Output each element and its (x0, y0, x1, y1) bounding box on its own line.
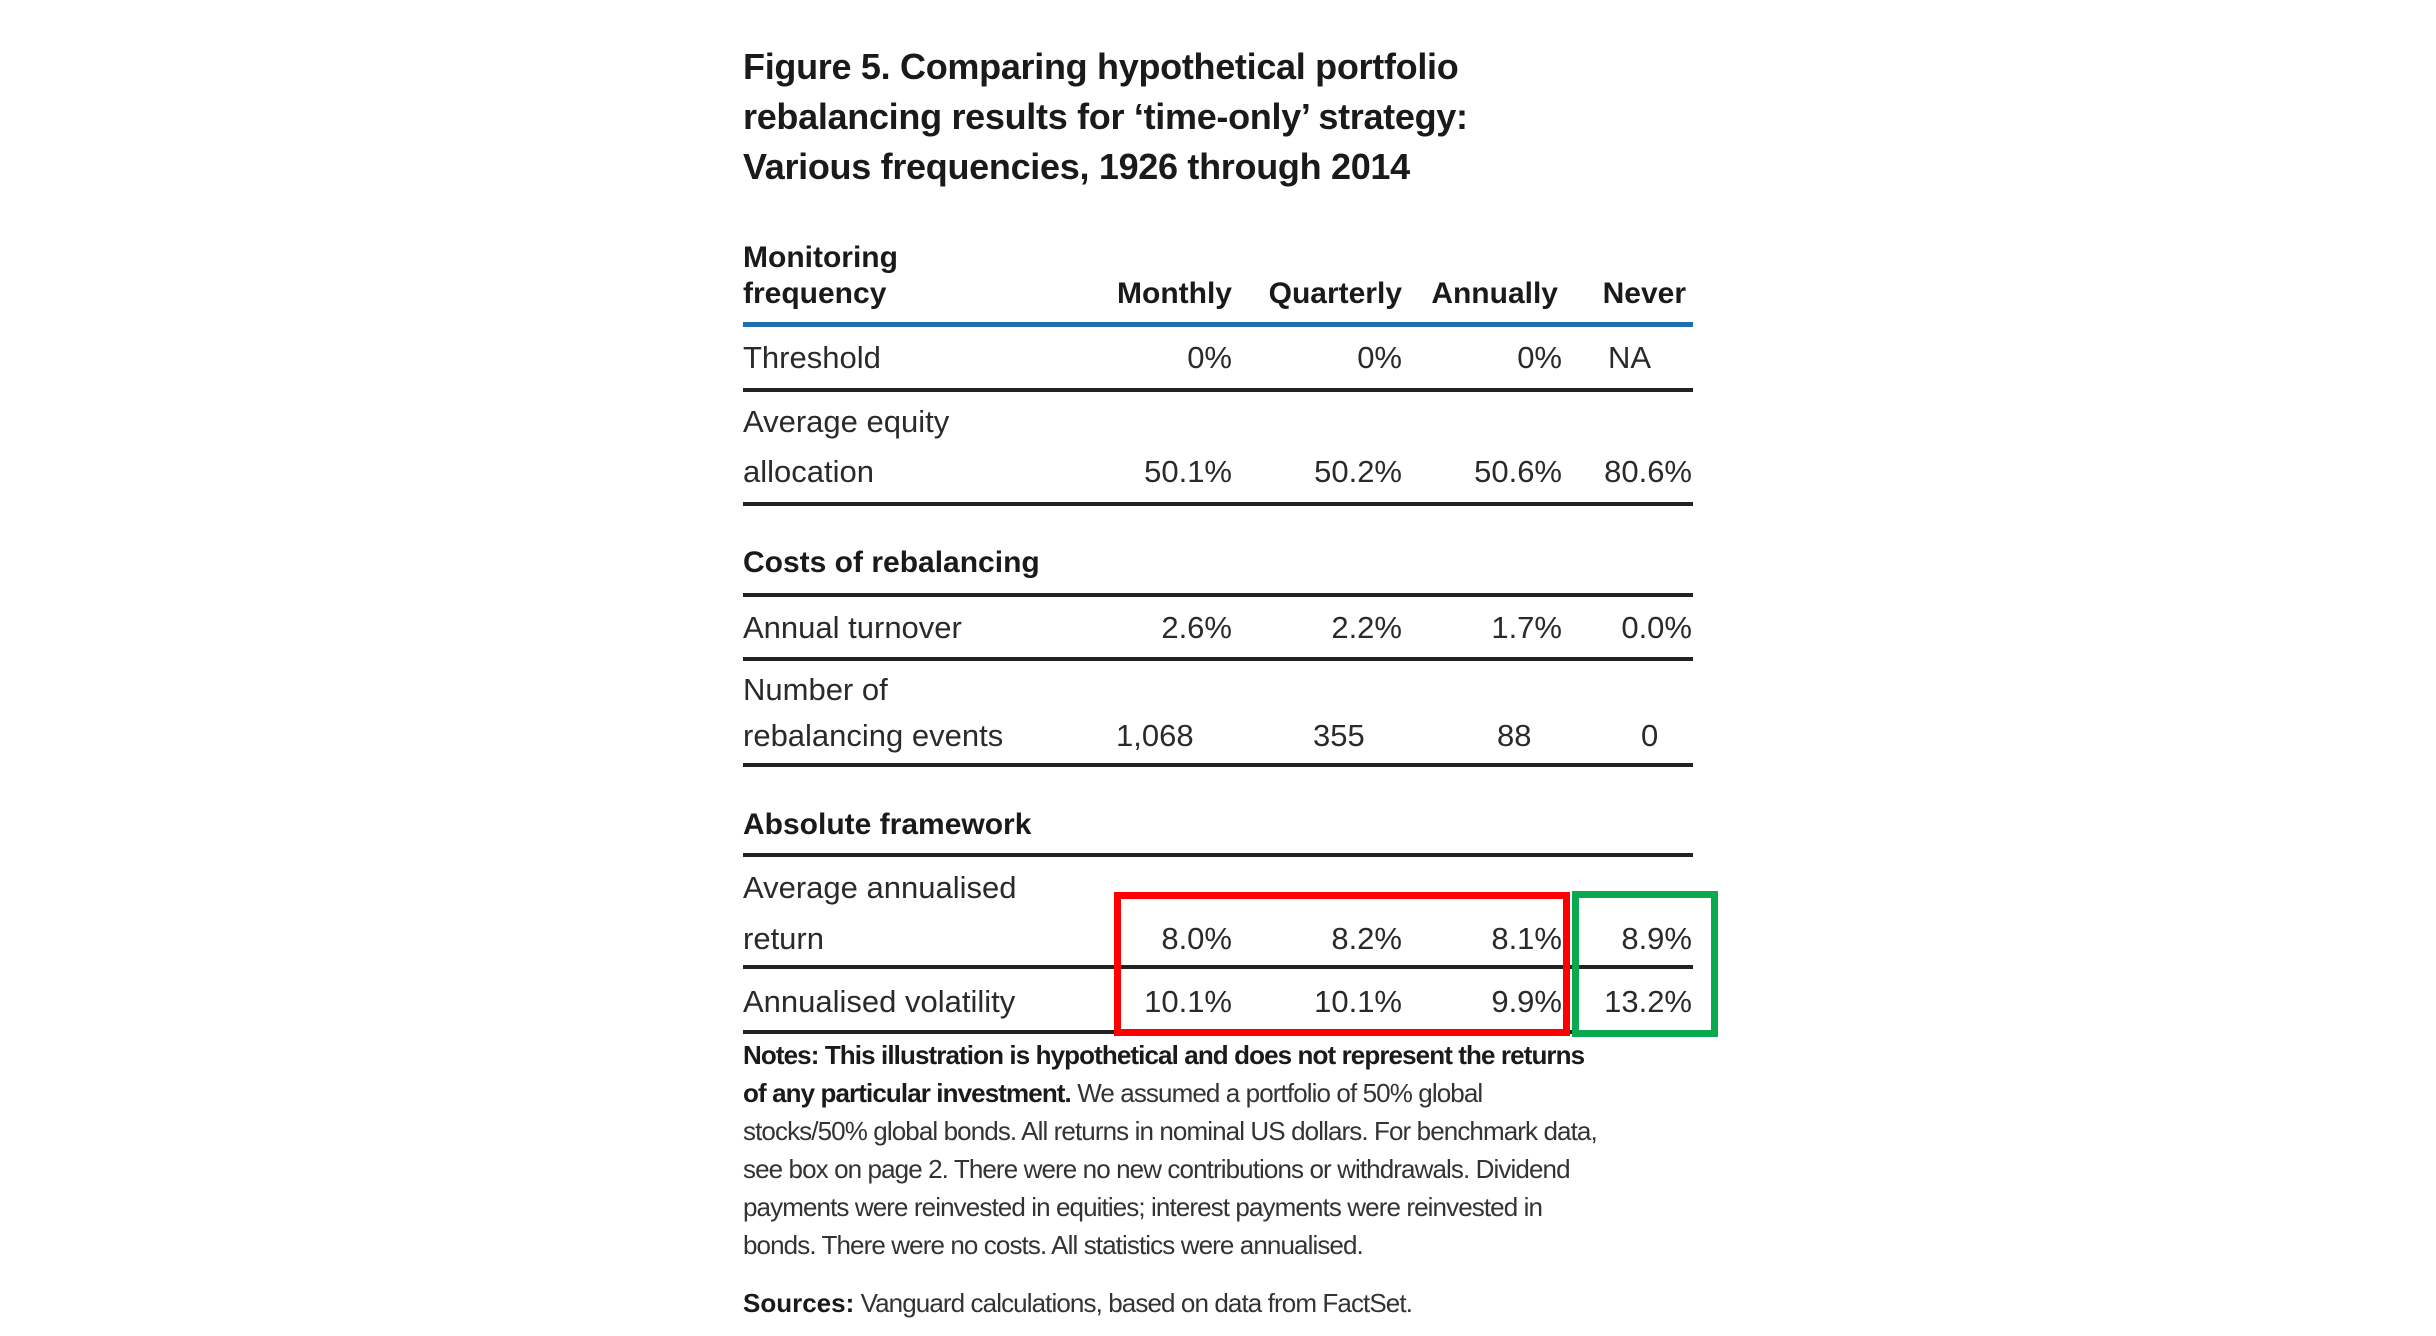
figure-title-line: Figure 5. Comparing hypothetical portfol… (743, 46, 1459, 87)
cell-return-never: 8.9% (1621, 921, 1692, 956)
row-label-annualised-return-line-2: return (743, 921, 824, 956)
row-label-equity-allocation-line-2: allocation (743, 454, 874, 489)
cell-volatility-quarterly: 10.1% (1314, 984, 1402, 1019)
cell-threshold-monthly: 0% (1187, 340, 1232, 375)
notes-bold-line-1: Notes: This illustration is hypothetical… (743, 1040, 1585, 1070)
cell-turnover-annually: 1.7% (1491, 610, 1562, 645)
column-header-quarterly: Quarterly (1268, 277, 1402, 310)
notes-line: see box on page 2. There were no new con… (743, 1154, 1571, 1184)
notes-bold-line-2: of any particular investment. (743, 1078, 1072, 1108)
cell-volatility-never: 13.2% (1604, 984, 1692, 1019)
notes: Notes: This illustration is hypothetical… (743, 1036, 1703, 1264)
row-rule (743, 965, 1693, 969)
cell-events-annually: 88 (1497, 718, 1532, 753)
cell-turnover-never: 0.0% (1621, 610, 1692, 645)
column-header-monthly: Monthly (1117, 277, 1232, 310)
cell-turnover-quarterly: 2.2% (1331, 610, 1402, 645)
cell-events-monthly: 1,068 (1116, 718, 1194, 753)
section-rule (743, 593, 1693, 597)
notes-line: payments were reinvested in equities; in… (743, 1192, 1543, 1222)
cell-equity-allocation-quarterly: 50.2% (1314, 454, 1402, 489)
column-header-annually: Annually (1431, 277, 1558, 310)
header-label-line-2: frequency (743, 277, 887, 310)
cell-equity-allocation-monthly: 50.1% (1144, 454, 1232, 489)
cell-equity-allocation-annually: 50.6% (1474, 454, 1562, 489)
row-rule (743, 763, 1693, 767)
sources-text: Vanguard calculations, based on data fro… (854, 1288, 1413, 1318)
row-rule (743, 388, 1693, 392)
row-label-rebalancing-events-line-2: rebalancing events (743, 718, 1004, 753)
cell-events-quarterly: 355 (1313, 718, 1365, 753)
column-header-never: Never (1602, 277, 1686, 310)
header-label-line-1: Monitoring (743, 241, 898, 274)
cell-return-quarterly: 8.2% (1331, 921, 1402, 956)
cell-return-monthly: 8.0% (1161, 921, 1232, 956)
cell-threshold-never: NA (1608, 340, 1652, 375)
row-rule (743, 657, 1693, 661)
section-rule (743, 853, 1693, 857)
notes-line-2-rest: We assumed a portfolio of 50% global (1070, 1078, 1483, 1108)
row-rule (743, 502, 1693, 506)
header-rule (743, 322, 1693, 327)
cell-turnover-monthly: 2.6% (1161, 610, 1232, 645)
cell-events-never: 0 (1641, 718, 1659, 753)
figure-title-line: Various frequencies, 1926 through 2014 (743, 146, 1410, 187)
section-title-absolute-framework: Absolute framework (743, 808, 1032, 841)
highlight-box-never (1572, 891, 1718, 1037)
cell-volatility-annually: 9.9% (1491, 984, 1562, 1019)
cell-threshold-quarterly: 0% (1357, 340, 1402, 375)
figure-title-line: rebalancing results for ‘time-only’ stra… (743, 96, 1468, 137)
notes-line: stocks/50% global bonds. All returns in … (743, 1116, 1598, 1146)
sources: Sources: Vanguard calculations, based on… (743, 1288, 1413, 1319)
section-title-costs: Costs of rebalancing (743, 546, 1040, 579)
cell-equity-allocation-never: 80.6% (1604, 454, 1692, 489)
row-label-annualised-return-line-1: Average annualised (743, 870, 1017, 905)
cell-threshold-annually: 0% (1517, 340, 1562, 375)
row-label-equity-allocation-line-1: Average equity (743, 404, 950, 439)
cell-return-annually: 8.1% (1491, 921, 1562, 956)
row-label-annual-turnover: Annual turnover (743, 610, 962, 645)
notes-line: bonds. There were no costs. All statisti… (743, 1230, 1364, 1260)
row-label-threshold: Threshold (743, 340, 881, 375)
row-label-annualised-volatility: Annualised volatility (743, 984, 1016, 1019)
highlight-box-rebalanced (1114, 892, 1570, 1036)
cell-volatility-monthly: 10.1% (1144, 984, 1232, 1019)
row-label-rebalancing-events-line-1: Number of (743, 672, 888, 707)
figure-title: Figure 5. Comparing hypothetical portfol… (743, 42, 1643, 192)
sources-label: Sources: (743, 1288, 855, 1318)
